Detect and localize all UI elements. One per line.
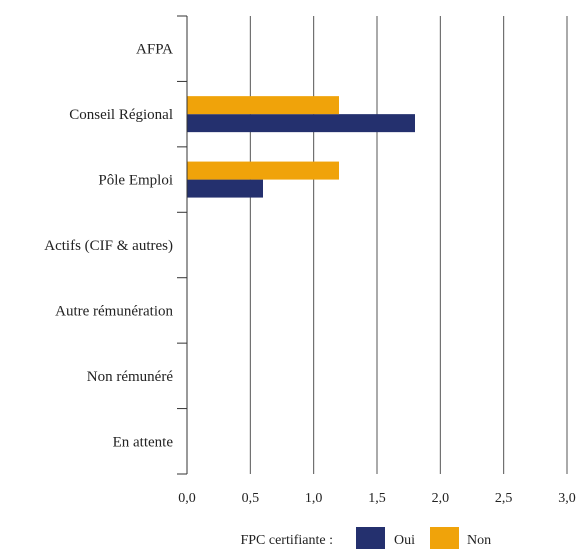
x-tick-label: 1,0: [305, 491, 323, 506]
legend-items: Oui Non: [356, 527, 491, 549]
y-axis: [177, 15, 188, 475]
category-label: Actifs (CIF & autres): [44, 238, 173, 254]
bar-non: [187, 161, 339, 180]
category-label: Conseil Régional: [69, 107, 173, 123]
x-tick-label: 2,5: [495, 491, 513, 506]
category-label: Pôle Emploi: [98, 173, 173, 189]
category-label: En attente: [113, 434, 174, 450]
legend-title: FPC certifiante :: [240, 533, 333, 548]
legend: FPC certifiante : Oui Non: [240, 527, 491, 549]
legend-label-oui: Oui: [394, 533, 415, 548]
bar-oui: [187, 179, 263, 198]
legend-label-non: Non: [467, 533, 491, 548]
category-label: Autre rémunération: [55, 303, 173, 319]
bars: [187, 96, 415, 198]
gridlines: [249, 16, 568, 474]
legend-swatch-oui: [356, 527, 385, 549]
x-tick-label: 2,0: [432, 491, 450, 506]
category-label: AFPA: [136, 42, 173, 58]
legend-swatch-non: [430, 527, 459, 549]
x-tick-label: 0,5: [242, 491, 260, 506]
x-tick-label: 3,0: [558, 491, 576, 506]
category-label: Non rémunéré: [87, 369, 174, 385]
x-tick-label: 0,0: [178, 491, 196, 506]
bar-oui: [187, 114, 415, 133]
x-tick-label: 1,5: [368, 491, 386, 506]
x-tick-labels: 0,0 0,5 1,0 1,5 2,0 2,5 3,0: [178, 491, 576, 506]
bar-non: [187, 96, 339, 115]
category-labels: AFPA Conseil Régional Pôle Emploi Actifs (C…: [44, 42, 173, 451]
